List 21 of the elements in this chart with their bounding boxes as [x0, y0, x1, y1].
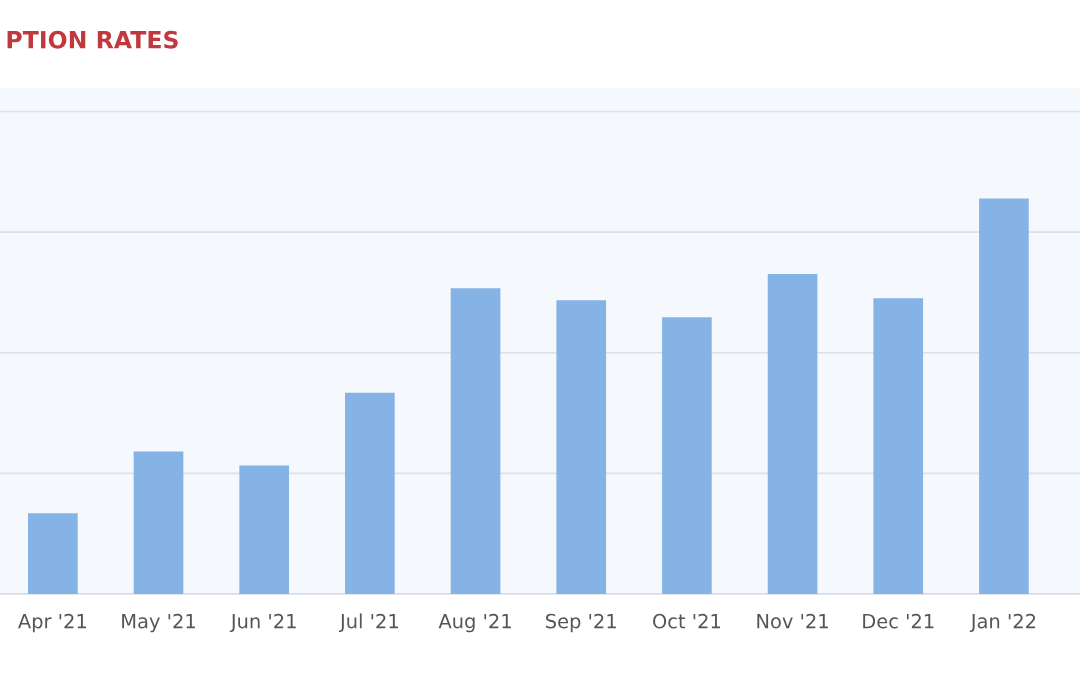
bar [345, 392, 395, 594]
x-tick-label: Aug '21 [438, 613, 511, 633]
x-tick-label: Nov '21 [757, 613, 828, 629]
x-tick-label: Sep '21 [546, 613, 616, 633]
bar [556, 300, 607, 594]
x-tick-label: Apr '21 [18, 613, 86, 633]
x-tick-label: Jul '21 [338, 613, 398, 633]
x-tick-label: Oct '21 [653, 613, 721, 629]
x-tick-label: May '21 [122, 613, 195, 633]
chart-title: PTION RATES [7, 30, 178, 49]
bar [873, 298, 924, 594]
bar [450, 288, 501, 594]
x-tick-label: Dec '21 [863, 613, 934, 629]
bar [239, 465, 290, 594]
x-tick-label: Jun '21 [229, 613, 296, 633]
bar [133, 451, 184, 594]
bar [28, 513, 78, 594]
bar [662, 317, 712, 594]
bar [767, 274, 818, 594]
x-tick-label: Jan '22 [969, 613, 1036, 633]
bar [979, 198, 1029, 594]
